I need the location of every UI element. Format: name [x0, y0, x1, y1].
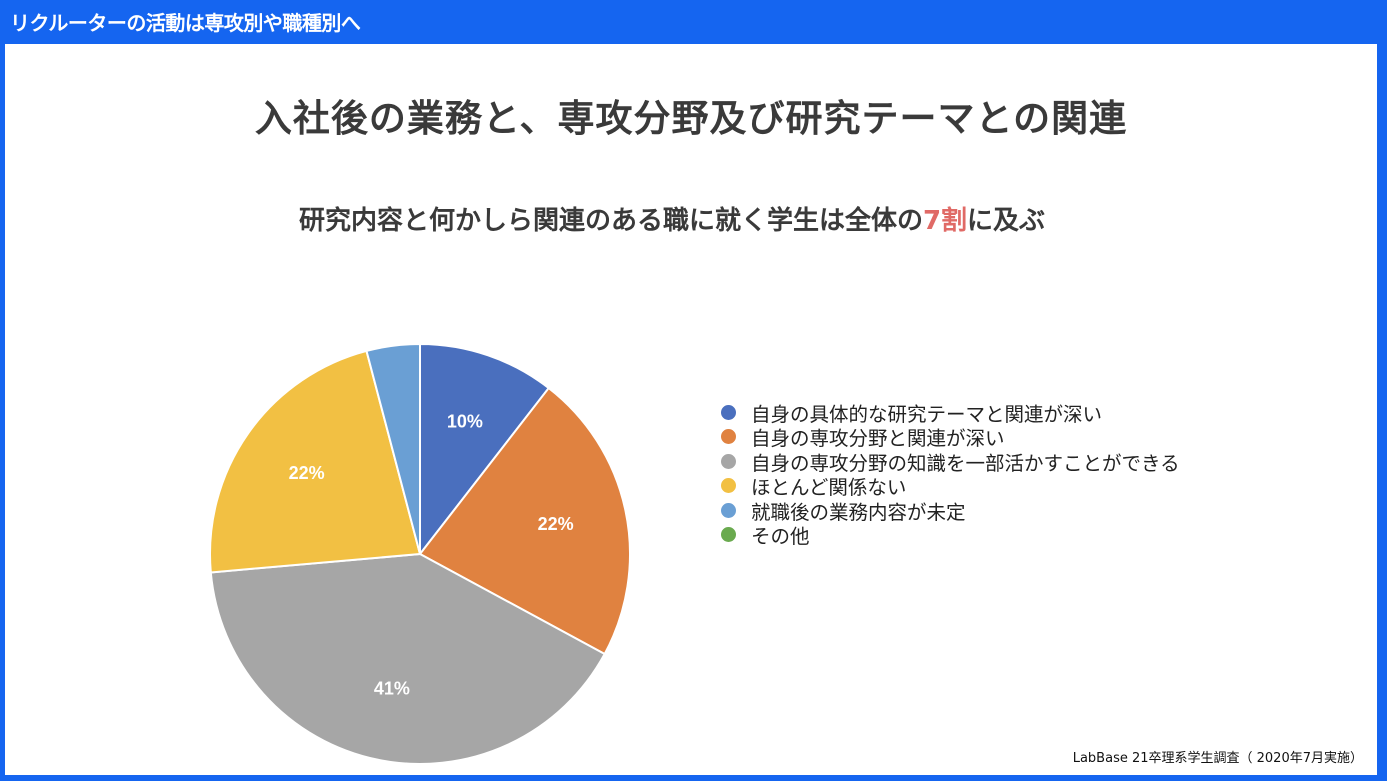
- pie-slice-0: [419, 342, 551, 557]
- legend-item: 自身の専攻分野と関連が深い: [721, 425, 1281, 450]
- legend-swatch: [721, 502, 736, 518]
- legend-swatch: [721, 527, 736, 543]
- legend-item: 自身の専攻分野の知識を一部活かすことができる: [721, 449, 1281, 475]
- pie-slice-3: [209, 349, 422, 574]
- subtitle-text-after: に及ぶ: [967, 206, 1046, 236]
- pie-data-label-1: 22%: [538, 514, 574, 534]
- legend-label: ほとんど関係ない: [751, 476, 907, 500]
- slide-content: 入社後の業務と、専攻分野及び研究テーマとの関連 研究内容と何かしら関連のある職に…: [5, 44, 1377, 775]
- legend-label: その他: [751, 525, 810, 549]
- legend-label: 自身の具体的な研究テーマと関連が深い: [751, 402, 1103, 426]
- subtitle-text-before: 研究内容と何かしら関連のある職に就く学生は全体の: [298, 206, 923, 236]
- chart-legend: 自身の具体的な研究テーマと関連が深い 自身の専攻分野と関連が深い 自身の専攻分野の知…: [721, 400, 1281, 548]
- legend-item: 就職後の業務内容が未定: [721, 498, 1281, 524]
- pie-slice-2: [209, 552, 607, 765]
- pie-data-label-2: 41%: [374, 678, 410, 698]
- legend-swatch: [721, 429, 736, 445]
- legend-item: 自身の具体的な研究テーマと関連が深い: [721, 400, 1281, 426]
- legend-swatch: [721, 404, 736, 420]
- legend-swatch: [721, 453, 736, 469]
- pie-slice-4: [365, 342, 421, 555]
- legend-item: ほとんど関係ない: [721, 474, 1281, 499]
- header-title: リクルーターの活動は専攻別や職種別へ: [10, 11, 361, 35]
- legend-item: その他: [721, 523, 1281, 548]
- legend-label: 自身の専攻分野の知識を一部活かすことができる: [751, 451, 1180, 475]
- pie-labels: 10% 22% 41% 22%: [289, 412, 574, 699]
- slide-subtitle: 研究内容と何かしら関連のある職に就く学生は全体の7割に及ぶ: [5, 200, 1339, 237]
- source-note: LabBase 21卒理系学生調査（ 2020年7月実施）: [1072, 751, 1363, 766]
- pie-slices: [209, 342, 631, 765]
- pie-slice-1: [418, 386, 631, 656]
- page-title: 入社後の業務と、専攻分野及び研究テーマとの関連: [254, 97, 1128, 140]
- pie-data-label-0: 10%: [447, 412, 483, 432]
- subtitle-highlight: 7割: [922, 206, 968, 236]
- legend-label: 自身の専攻分野と関連が深い: [751, 427, 1005, 451]
- pie-chart: 10% 22% 41% 22%: [209, 342, 631, 765]
- legend-swatch: [721, 478, 736, 494]
- header-bar: リクルーターの活動は専攻別や職種別へ: [0, 0, 1387, 44]
- pie-data-label-3: 22%: [289, 463, 325, 483]
- legend-label: 就職後の業務内容が未定: [751, 500, 966, 524]
